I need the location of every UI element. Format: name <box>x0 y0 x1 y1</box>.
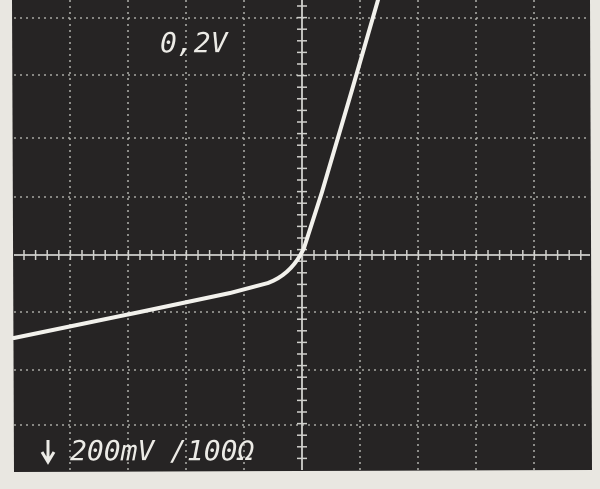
oscilloscope-photo: 0,2V 200mV /100Ω <box>0 0 600 489</box>
bottom-label: 200mV <box>70 434 156 467</box>
top-label: 0,2V <box>160 26 230 59</box>
page: 0,2V 200mV /100Ω (() => { const data = J… <box>0 0 600 489</box>
bottom-scale: /100Ω <box>170 434 254 467</box>
